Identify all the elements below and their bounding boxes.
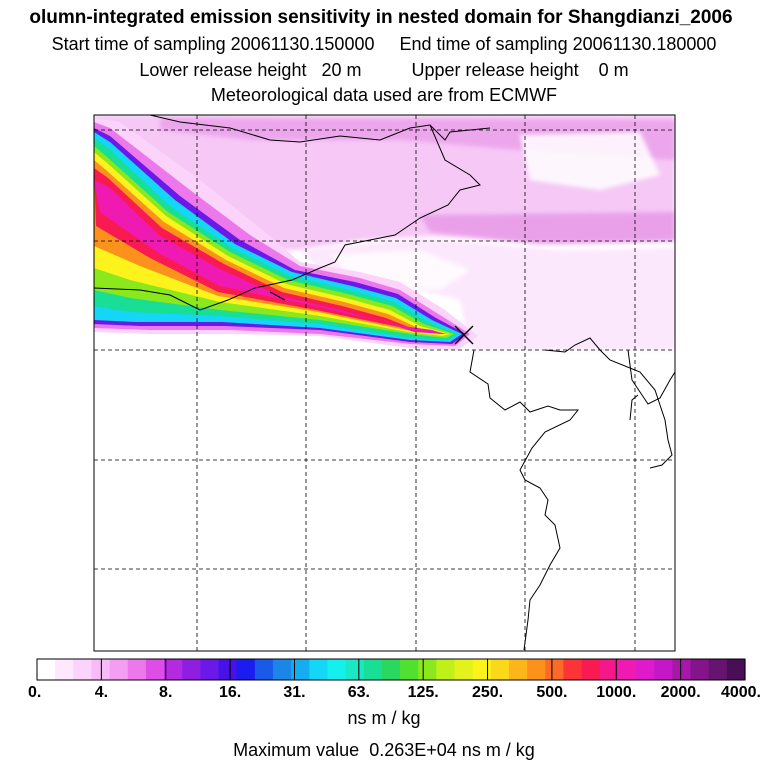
coastlines [94, 115, 675, 651]
graticule [94, 115, 675, 651]
lower-height-label: Lower release height [139, 60, 307, 80]
max-value-text: 0.263E+04 ns m / kg [369, 740, 535, 760]
map-frame [93, 114, 676, 652]
plume-band-7 [94, 152, 450, 336]
max-value-label: Maximum value [233, 740, 360, 760]
color-swatch [236, 659, 256, 680]
color-swatch [327, 659, 347, 680]
color-scale-bar [36, 658, 746, 681]
color-swatch [55, 659, 74, 680]
color-swatch [418, 659, 437, 680]
color-scale-tick-label: 31. [283, 684, 305, 701]
color-swatch [218, 659, 238, 680]
color-swatch [708, 659, 728, 680]
map-title: olumn-integrated emission sensitivity in… [29, 7, 733, 28]
color-scale-tick-label: 63. [348, 684, 370, 701]
color-swatch [672, 659, 692, 680]
color-swatch [37, 659, 56, 680]
color-scale-tick-label: 4. [95, 684, 108, 701]
color-swatch [309, 659, 329, 680]
color-swatch [509, 659, 528, 680]
color-scale-tick-label: 1000. [596, 684, 636, 701]
color-swatch [436, 659, 456, 680]
color-swatch [545, 659, 565, 680]
border-cross [269, 291, 286, 301]
color-swatch [617, 659, 637, 680]
color-scale-tick-label: 4000. [721, 684, 761, 701]
upper-height-value: 0 m [598, 60, 629, 80]
color-scale-tick-label: 125. [408, 684, 439, 701]
color-swatch [454, 659, 474, 680]
lower-height-value: 20 m [321, 60, 362, 80]
coast-peninsula [544, 337, 673, 469]
color-scale-ticks: 0. 4. 8. 16. 31. 63. 125. 250. 500. 1000. 2000. 400… [28, 659, 761, 701]
color-swatch [164, 659, 183, 680]
units-label: ns m / kg [347, 708, 421, 728]
color-scale-tick-label: 2000. [661, 684, 701, 701]
coast-east-2 [627, 349, 675, 405]
color-swatch [291, 659, 310, 680]
color-scale-tick-label: 0. [28, 684, 41, 701]
border-north [149, 115, 491, 143]
color-swatch [581, 659, 601, 680]
sensitivity-wash-white [520, 132, 660, 190]
x-marker [454, 325, 474, 345]
color-swatch [563, 659, 583, 680]
map-area [94, 115, 675, 651]
color-scale-tick-label: 250. [472, 684, 503, 701]
color-swatch [490, 659, 510, 680]
sampling-time-line: Start time of sampling 20061130.150000 E… [0, 34, 768, 54]
coast-east [469, 349, 580, 651]
color-swatch [182, 659, 201, 680]
start-time-value: 20061130.150000 [230, 34, 375, 54]
color-swatch [273, 659, 292, 680]
color-swatch [527, 659, 546, 680]
color-swatch [109, 659, 129, 680]
color-swatch [636, 659, 655, 680]
color-swatch [599, 659, 619, 680]
color-swatch [363, 659, 383, 680]
color-swatch [345, 659, 365, 680]
end-time-label: End time of sampling [399, 34, 568, 54]
color-swatch [145, 659, 165, 680]
start-time-label: Start time of sampling [51, 34, 226, 54]
sensitivity-wash-band-2 [420, 212, 675, 244]
color-swatch [254, 659, 274, 680]
color-swatch [726, 659, 746, 680]
color-swatch [472, 659, 492, 680]
color-swatch [91, 659, 111, 680]
color-scale-tick-label: 500. [536, 684, 567, 701]
color-swatch [127, 659, 147, 680]
color-swatch [690, 659, 710, 680]
coast-south [629, 394, 639, 421]
end-time-value: 20061130.180000 [572, 34, 717, 54]
color-swatch [654, 659, 673, 680]
max-value-line: Maximum value 0.263E+04 ns m / kg [0, 740, 768, 761]
met-data-line: Meteorological data used are from ECMWF [210, 85, 558, 105]
color-swatch [73, 659, 93, 680]
border-north-2 [94, 124, 481, 311]
release-height-line: Lower release height 20 m Upper release … [0, 60, 768, 80]
color-swatch [381, 659, 401, 680]
color-scale-tick-label: 8. [159, 684, 172, 701]
color-swatch [400, 659, 419, 680]
color-scale-tick-label: 16. [219, 684, 241, 701]
upper-height-label: Upper release height [411, 60, 579, 80]
color-swatch [200, 659, 220, 680]
